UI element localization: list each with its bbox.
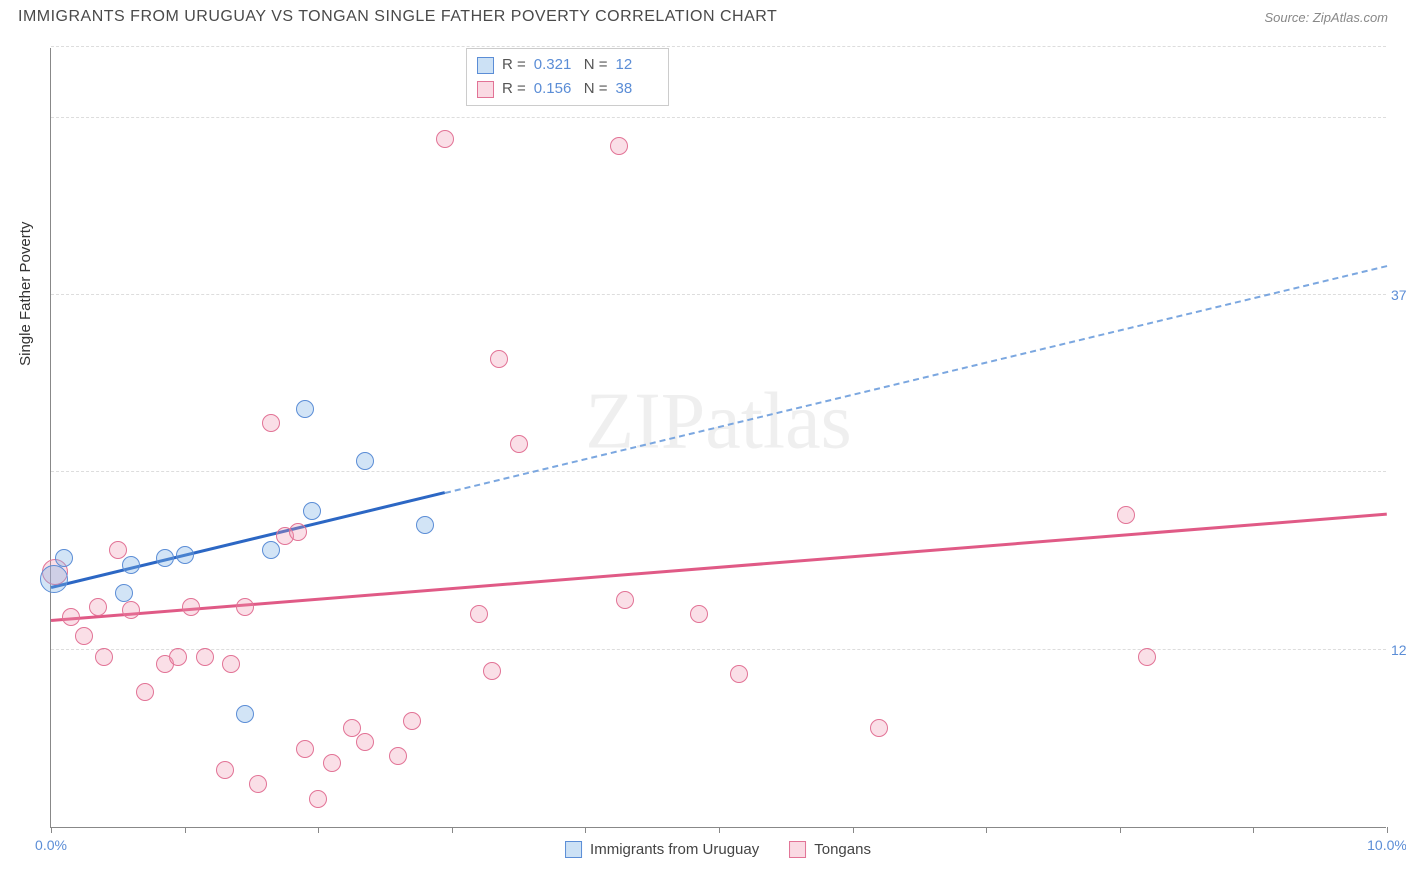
data-point: [249, 775, 267, 793]
data-point: [156, 549, 174, 567]
swatch-series-a: [565, 841, 582, 858]
data-point: [169, 648, 187, 666]
stat-r-label: R =: [502, 77, 526, 101]
x-tick: [986, 827, 987, 833]
data-point: [490, 350, 508, 368]
data-point: [616, 591, 634, 609]
gridline: [51, 649, 1386, 650]
stat-r-value-b: 0.156: [534, 77, 576, 101]
data-point: [416, 516, 434, 534]
data-point: [510, 435, 528, 453]
stat-n-label: N =: [584, 77, 608, 101]
data-point: [289, 523, 307, 541]
stat-n-value-a: 12: [616, 53, 658, 77]
trend-line: [445, 265, 1387, 494]
y-axis-label: Single Father Poverty: [17, 221, 34, 365]
stat-r-label: R =: [502, 53, 526, 77]
data-point: [356, 733, 374, 751]
y-tick-label: 12.5%: [1391, 642, 1406, 658]
data-point: [216, 761, 234, 779]
gridline: [51, 471, 1386, 472]
watermark: ZIPatlas: [585, 376, 852, 467]
data-point: [403, 712, 421, 730]
x-tick: [585, 827, 586, 833]
data-point: [870, 719, 888, 737]
y-tick-label: 37.5%: [1391, 287, 1406, 303]
x-tick: [853, 827, 854, 833]
x-tick: [1253, 827, 1254, 833]
data-point: [303, 502, 321, 520]
chart-header: IMMIGRANTS FROM URUGUAY VS TONGAN SINGLE…: [0, 0, 1406, 30]
bottom-legend-item-b: Tongans: [789, 841, 871, 858]
legend-stats-row-b: R = 0.156 N = 38: [477, 77, 658, 101]
x-tick-label: 10.0%: [1367, 837, 1406, 853]
x-tick: [452, 827, 453, 833]
data-point: [176, 546, 194, 564]
data-point: [136, 683, 154, 701]
data-point: [122, 556, 140, 574]
data-point: [483, 662, 501, 680]
x-tick-label: 0.0%: [35, 837, 67, 853]
data-point: [95, 648, 113, 666]
swatch-series-b: [477, 81, 494, 98]
bottom-legend: Immigrants from Uruguay Tongans: [565, 841, 871, 858]
x-tick: [51, 827, 52, 833]
plot-area: Single Father Poverty ZIPatlas R = 0.321…: [50, 48, 1386, 828]
x-tick: [1387, 827, 1388, 833]
data-point: [436, 130, 454, 148]
legend-stats-box: R = 0.321 N = 12 R = 0.156 N = 38: [466, 48, 669, 106]
data-point: [296, 740, 314, 758]
chart-title: IMMIGRANTS FROM URUGUAY VS TONGAN SINGLE…: [18, 8, 777, 26]
data-point: [262, 541, 280, 559]
data-point: [262, 414, 280, 432]
data-point: [296, 400, 314, 418]
chart-container: Single Father Poverty ZIPatlas R = 0.321…: [50, 48, 1386, 828]
data-point: [182, 598, 200, 616]
data-point: [309, 790, 327, 808]
data-point: [730, 665, 748, 683]
chart-source: Source: ZipAtlas.com: [1264, 10, 1388, 25]
swatch-series-a: [477, 57, 494, 74]
data-point: [356, 452, 374, 470]
data-point: [610, 137, 628, 155]
gridline: [51, 294, 1386, 295]
stat-n-label: N =: [584, 53, 608, 77]
legend-label-b: Tongans: [814, 841, 871, 858]
data-point: [122, 601, 140, 619]
data-point: [690, 605, 708, 623]
data-point: [236, 598, 254, 616]
swatch-series-b: [789, 841, 806, 858]
data-point: [1138, 648, 1156, 666]
data-point: [343, 719, 361, 737]
legend-stats-row-a: R = 0.321 N = 12: [477, 53, 658, 77]
data-point: [196, 648, 214, 666]
data-point: [1117, 506, 1135, 524]
data-point: [75, 627, 93, 645]
data-point: [55, 549, 73, 567]
data-point: [222, 655, 240, 673]
x-tick: [719, 827, 720, 833]
data-point: [470, 605, 488, 623]
stat-n-value-b: 38: [616, 77, 658, 101]
stat-r-value-a: 0.321: [534, 53, 576, 77]
data-point: [40, 565, 68, 593]
trend-line: [51, 491, 446, 588]
data-point: [236, 705, 254, 723]
bottom-legend-item-a: Immigrants from Uruguay: [565, 841, 759, 858]
data-point: [109, 541, 127, 559]
data-point: [115, 584, 133, 602]
data-point: [62, 608, 80, 626]
x-tick: [185, 827, 186, 833]
data-point: [389, 747, 407, 765]
x-tick: [318, 827, 319, 833]
x-tick: [1120, 827, 1121, 833]
gridline: [51, 117, 1386, 118]
gridline: [51, 46, 1386, 47]
legend-label-a: Immigrants from Uruguay: [590, 841, 759, 858]
data-point: [89, 598, 107, 616]
data-point: [323, 754, 341, 772]
